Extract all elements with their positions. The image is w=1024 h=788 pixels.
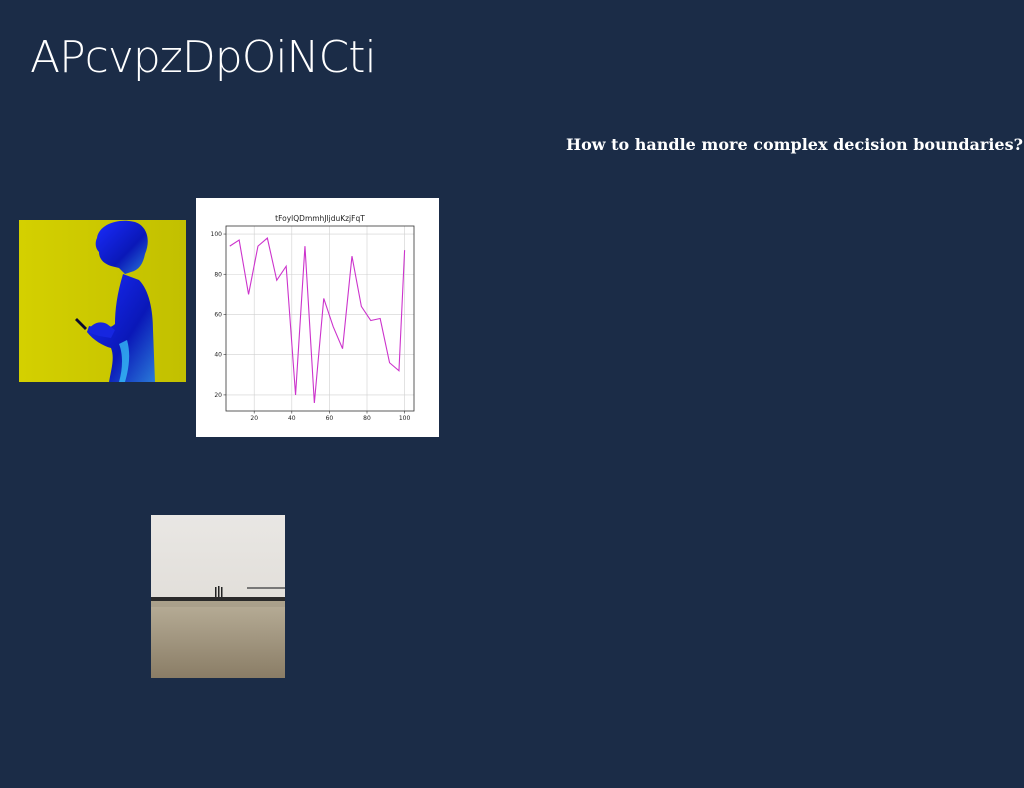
line-chart: 20 40 60 80 100 20 40 60 80 100 tFoylQDmmhJljduKz…	[211, 214, 415, 422]
x-tick-label: 20	[250, 415, 258, 422]
x-tick-label: 60	[326, 415, 334, 422]
silhouette-photo-art	[19, 220, 186, 382]
chart-plot-area	[225, 225, 415, 412]
y-tick-label: 100	[211, 231, 223, 238]
x-tick-label: 100	[399, 415, 411, 422]
line-chart-card: 20 40 60 80 100 20 40 60 80 100 tFoylQDmmhJljduKz…	[196, 198, 439, 437]
y-tick-label: 20	[214, 392, 222, 399]
chart-grid	[226, 226, 414, 411]
x-tick-label: 40	[288, 415, 296, 422]
chart-title: tFoylQDmmhJljduKzjFqT	[275, 214, 365, 223]
beach-photo-art	[151, 515, 285, 678]
y-tick-label: 40	[214, 352, 222, 359]
slide-question: How to handle more complex decision boun…	[566, 135, 1023, 154]
slide-title: APcvpzDpOiNCti	[30, 32, 377, 83]
chart-ticks: 20 40 60 80 100 20 40 60 80 100	[211, 231, 411, 422]
x-tick-label: 80	[363, 415, 371, 422]
y-tick-label: 80	[214, 271, 222, 278]
beach-photo	[151, 515, 285, 678]
chart-series-line	[229, 237, 406, 404]
silhouette-photo	[19, 220, 186, 382]
y-tick-label: 60	[214, 311, 222, 318]
